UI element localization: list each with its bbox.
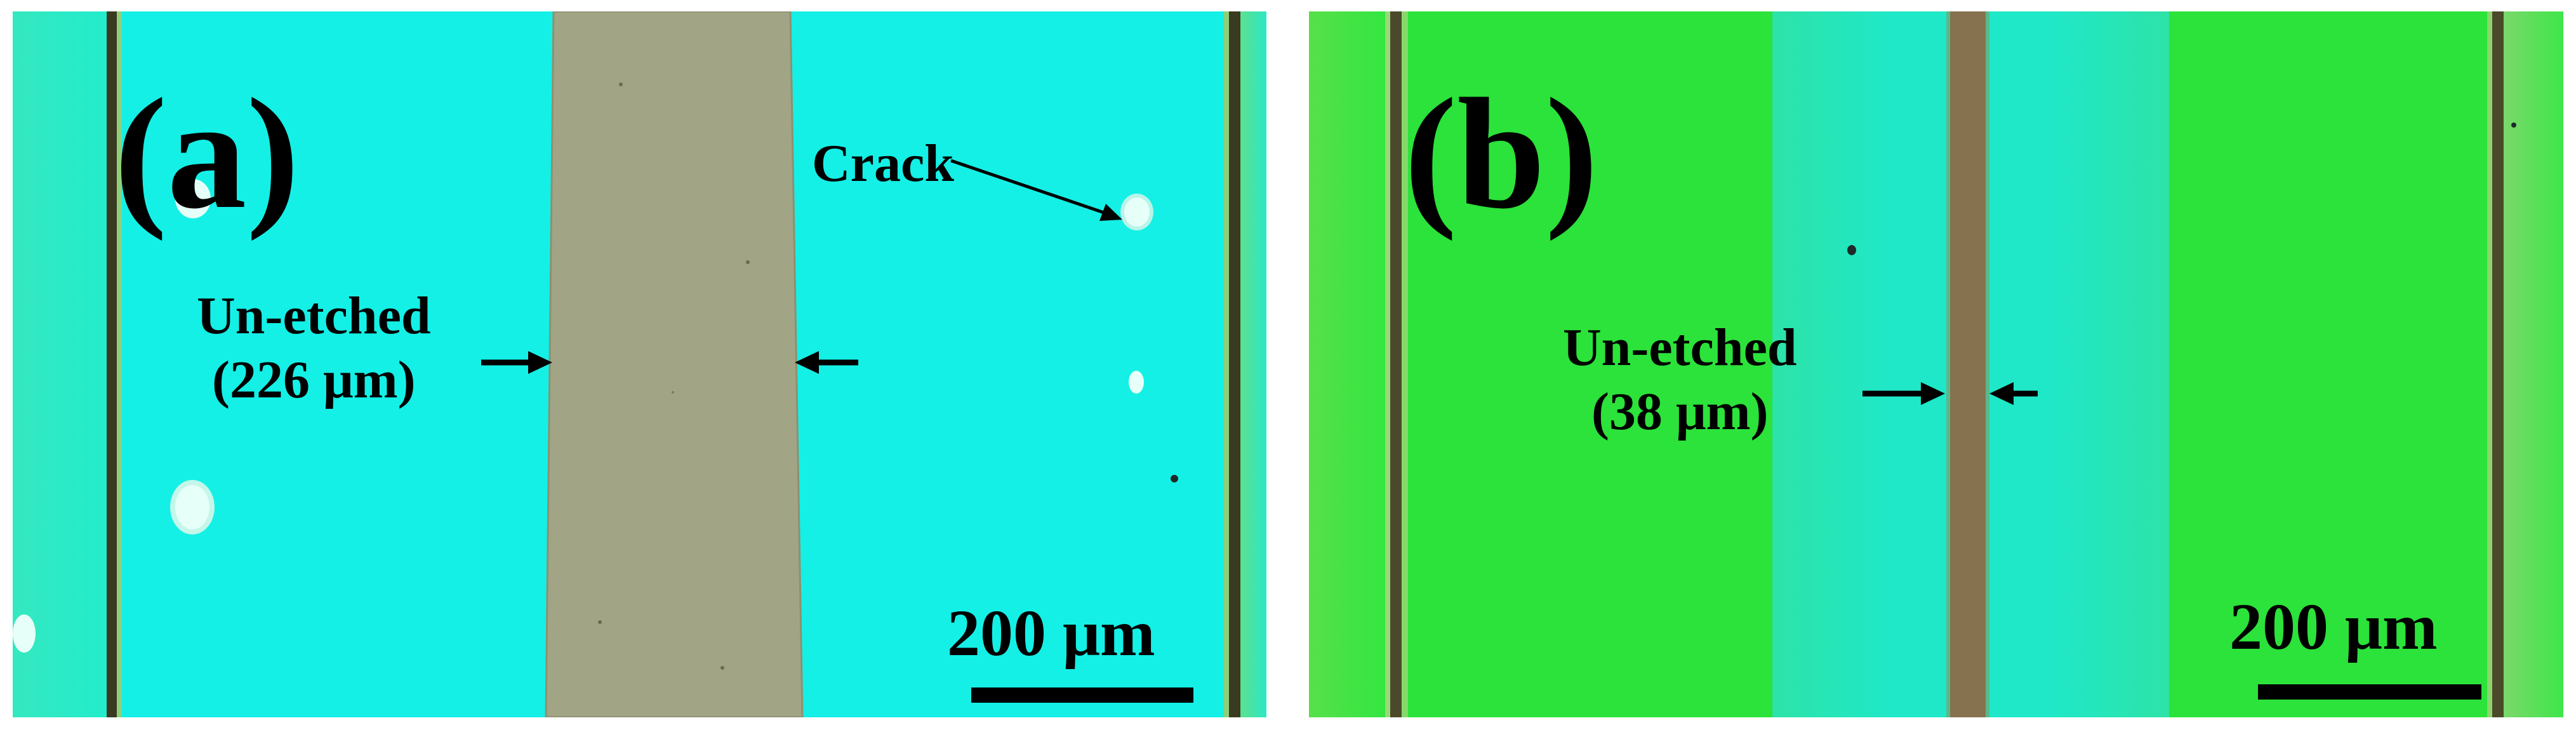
debris-speck (1171, 475, 1178, 482)
crack-spot (175, 179, 211, 218)
unetched-text: Un-etched (1563, 318, 1797, 377)
left-edge-highlight (1402, 11, 1408, 717)
panel-letter: (b) (1404, 66, 1598, 242)
crack-spot (170, 480, 215, 534)
right-edge-highlight (1224, 11, 1229, 717)
unetched-text: Un-etched (197, 286, 431, 345)
scale-bar (2258, 684, 2481, 700)
unetched-width-text: (226 μm) (212, 350, 416, 409)
strip-edge (1946, 11, 1950, 717)
panel-a-micrograph: (a) Crack Un-etched (226 μm) 200 μm (13, 11, 1266, 717)
left-border-zone (1309, 11, 1385, 717)
panel-b-micrograph: (b) Un-etched (38 μm) 200 μm (1309, 11, 2563, 717)
scale-bar-label: 200 μm (2229, 590, 2438, 663)
left-edge-line (107, 11, 117, 717)
crack-spot (1129, 371, 1144, 394)
right-edge-line (2492, 11, 2504, 717)
unetched-width-text: (38 μm) (1591, 382, 1769, 441)
unetched-strip-a (545, 11, 804, 717)
right-edge-highlight (2487, 11, 2492, 717)
annotation-arrows-b (1862, 382, 2038, 405)
crack-spot (13, 614, 36, 653)
unetched-label: Un-etched (38 μm) (1563, 316, 1797, 444)
annotation-arrows-a (481, 159, 1122, 374)
unetched-strip-b (1950, 11, 1986, 717)
left-edge-highlight (1385, 11, 1390, 717)
scale-bar (971, 687, 1193, 703)
debris-speck (1847, 245, 1856, 255)
crack-label: Crack (812, 134, 954, 193)
left-edge-highlight (117, 11, 122, 717)
crack-spot-highlighted (1120, 194, 1153, 230)
right-border-zone (1240, 11, 1266, 717)
strip-edge (1986, 11, 1989, 717)
left-edge-line (1390, 11, 1402, 717)
scale-bar-label: 200 μm (947, 597, 1155, 670)
panel-letter: (a) (114, 66, 300, 242)
right-border-zone (2504, 11, 2563, 717)
debris-speck (2511, 123, 2516, 128)
left-border-zone (13, 11, 108, 717)
right-edge-line (1229, 11, 1240, 717)
unetched-label: Un-etched (226 μm) (197, 284, 431, 413)
